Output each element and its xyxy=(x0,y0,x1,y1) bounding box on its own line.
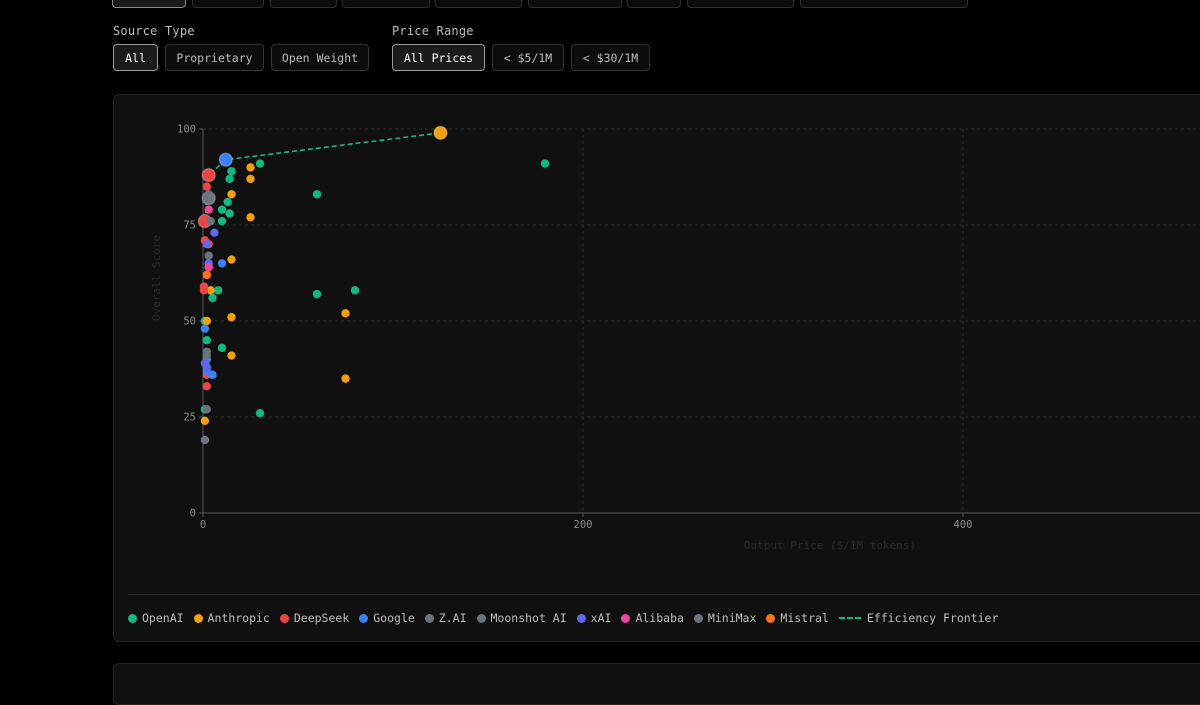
legend-label: OpenAI xyxy=(142,611,184,625)
source-proprietary-button[interactable]: Proprietary xyxy=(165,44,264,71)
legend-swatch xyxy=(359,613,369,623)
legend-label: DeepSeek xyxy=(293,611,350,625)
legend-swatch xyxy=(576,613,586,623)
source-open-weight-button[interactable]: Open Weight xyxy=(271,44,369,71)
legend-swatch xyxy=(128,613,137,623)
legend-label: Moonshot AI xyxy=(490,611,567,625)
top-filter-button[interactable] xyxy=(270,0,337,8)
legend-label: Anthropic xyxy=(207,611,270,625)
top-filter-button[interactable] xyxy=(192,0,264,8)
legend-item[interactable]: Google xyxy=(359,611,415,625)
legend-label: xAI xyxy=(590,611,612,625)
legend-label: Alibaba xyxy=(635,611,684,625)
legend-swatch xyxy=(766,613,776,623)
lower-panel xyxy=(113,663,1200,705)
top-filter-button[interactable] xyxy=(528,0,622,8)
legend-label: Google xyxy=(373,611,415,625)
price-under-5-button[interactable]: < $5/1M xyxy=(492,44,564,71)
source-all-button[interactable]: All xyxy=(113,44,158,71)
chart-legend: OpenAI Anthropic DeepSeek Google Z.AI Moonsho… xyxy=(128,610,1008,626)
legend-item[interactable]: xAI xyxy=(576,611,612,625)
price-all-button[interactable]: All Prices xyxy=(392,44,485,71)
legend-item[interactable]: MiniMax xyxy=(693,611,757,625)
legend-dash xyxy=(838,617,861,619)
top-filter-button[interactable] xyxy=(112,0,186,8)
legend-item[interactable]: Z.AI xyxy=(424,611,467,625)
legend-label: Efficiency Frontier xyxy=(866,611,999,625)
price-under-30-button[interactable]: < $30/1M xyxy=(571,44,650,71)
legend-item[interactable]: Alibaba xyxy=(621,611,684,625)
source-type-label: Source Type xyxy=(113,24,195,38)
top-filter-button[interactable] xyxy=(800,0,968,8)
top-filter-button[interactable] xyxy=(687,0,794,8)
legend-item[interactable]: DeepSeek xyxy=(279,611,350,625)
legend-swatch xyxy=(476,613,486,623)
legend-swatch xyxy=(193,613,203,623)
legend-swatch xyxy=(693,613,703,623)
legend-item[interactable]: Mistral xyxy=(766,611,829,625)
legend-item[interactable]: Anthropic xyxy=(193,611,270,625)
legend-label: Z.AI xyxy=(438,611,467,625)
legend-item[interactable]: Moonshot AI xyxy=(476,611,567,625)
top-filter-button[interactable] xyxy=(342,0,430,8)
legend-label: Mistral xyxy=(780,611,829,625)
chart-panel xyxy=(113,94,1200,642)
top-filter-button[interactable] xyxy=(435,0,522,8)
price-range-label: Price Range xyxy=(392,24,474,38)
legend-item-frontier[interactable]: Efficiency Frontier xyxy=(838,611,999,625)
legend-swatch xyxy=(279,613,289,623)
legend-swatch xyxy=(424,613,434,623)
legend-item[interactable]: OpenAI xyxy=(128,611,184,625)
legend-swatch xyxy=(621,613,631,623)
legend-label: MiniMax xyxy=(707,611,757,625)
top-filter-button[interactable] xyxy=(627,0,681,8)
legend-divider xyxy=(128,594,1200,595)
